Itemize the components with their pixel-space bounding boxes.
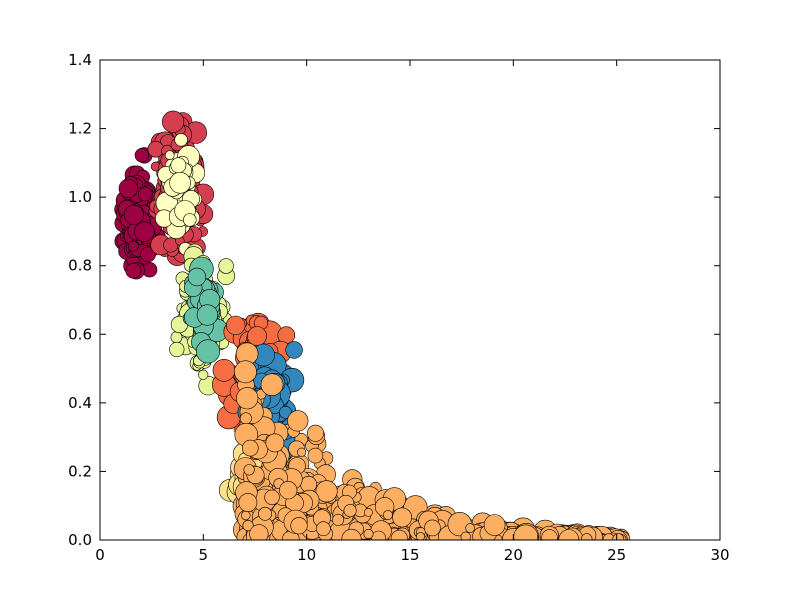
data-point (332, 513, 345, 526)
data-point (264, 489, 280, 505)
data-point (187, 267, 207, 287)
data-point (392, 507, 413, 528)
data-point (233, 360, 257, 384)
data-point (198, 369, 209, 380)
y-tick-labels: 0.0 0.2 0.4 0.6 0.8 1.0 1.2 1.4 (68, 51, 92, 549)
data-point (242, 519, 254, 532)
data-point (341, 528, 362, 540)
data-point (424, 519, 441, 537)
data-point (249, 524, 269, 540)
data-point (297, 447, 307, 457)
y-tick-label: 0.2 (68, 462, 92, 480)
data-point (382, 510, 393, 520)
x-tick-label: 20 (504, 546, 523, 564)
data-point (134, 148, 149, 163)
data-point (226, 315, 246, 336)
data-point (287, 410, 309, 432)
data-point (260, 373, 284, 397)
data-point (390, 529, 408, 540)
data-point (416, 532, 425, 540)
data-point (363, 528, 374, 539)
data-point (164, 150, 175, 160)
data-point (239, 412, 252, 425)
data-point (174, 133, 188, 147)
data-point (483, 514, 506, 536)
data-point (169, 341, 185, 358)
data-point (307, 447, 324, 464)
data-point (612, 533, 625, 540)
data-point (315, 480, 338, 503)
cluster-3 (155, 133, 206, 256)
data-point (247, 326, 267, 347)
x-tick-label: 10 (297, 546, 316, 564)
y-tick-label: 0.0 (68, 531, 92, 549)
data-point (125, 262, 142, 279)
data-point (162, 110, 185, 133)
data-point (306, 424, 324, 442)
y-tick-label: 0.4 (68, 394, 92, 412)
data-point (196, 304, 218, 326)
data-point (123, 204, 144, 225)
data-point (241, 510, 251, 521)
y-tick-label: 0.6 (68, 325, 92, 343)
data-point (238, 493, 258, 512)
data-point (147, 140, 165, 158)
data-point (363, 508, 373, 517)
data-point (183, 213, 197, 227)
data-point (127, 240, 139, 252)
data-point (118, 178, 138, 198)
data-point (581, 533, 593, 540)
x-tick-label: 30 (710, 546, 729, 564)
y-tick-label: 0.8 (68, 257, 92, 275)
x-tick-label: 25 (607, 546, 626, 564)
y-tick-label: 1.0 (68, 188, 92, 206)
x-tick-label: 5 (199, 546, 209, 564)
data-point (218, 258, 234, 274)
data-point (134, 221, 155, 242)
data-point (258, 506, 272, 521)
data-point (541, 529, 558, 540)
axis-ticks (99, 59, 721, 541)
data-point (140, 246, 156, 263)
data-point (460, 531, 471, 540)
y-tick-label: 1.4 (68, 51, 92, 69)
data-point (170, 157, 187, 174)
data-point (243, 464, 255, 476)
data-point (196, 339, 221, 364)
data-point (316, 521, 331, 537)
data-point (242, 439, 259, 457)
data-points (114, 110, 631, 540)
x-tick-labels: 0 5 10 15 20 25 30 (95, 546, 729, 564)
data-point (285, 341, 303, 359)
data-point (279, 481, 298, 500)
x-tick-label: 15 (400, 546, 419, 564)
data-point (290, 517, 308, 535)
data-point (371, 530, 386, 540)
x-tick-label: 0 (95, 546, 105, 564)
data-point (465, 523, 475, 533)
data-point (169, 172, 191, 194)
data-point (343, 504, 357, 518)
data-point (138, 186, 153, 202)
data-point (212, 358, 236, 382)
data-point (265, 433, 285, 453)
y-tick-label: 1.2 (68, 120, 92, 138)
cluster-5 (182, 256, 229, 364)
cluster-8 (232, 342, 631, 540)
data-point (236, 387, 259, 410)
